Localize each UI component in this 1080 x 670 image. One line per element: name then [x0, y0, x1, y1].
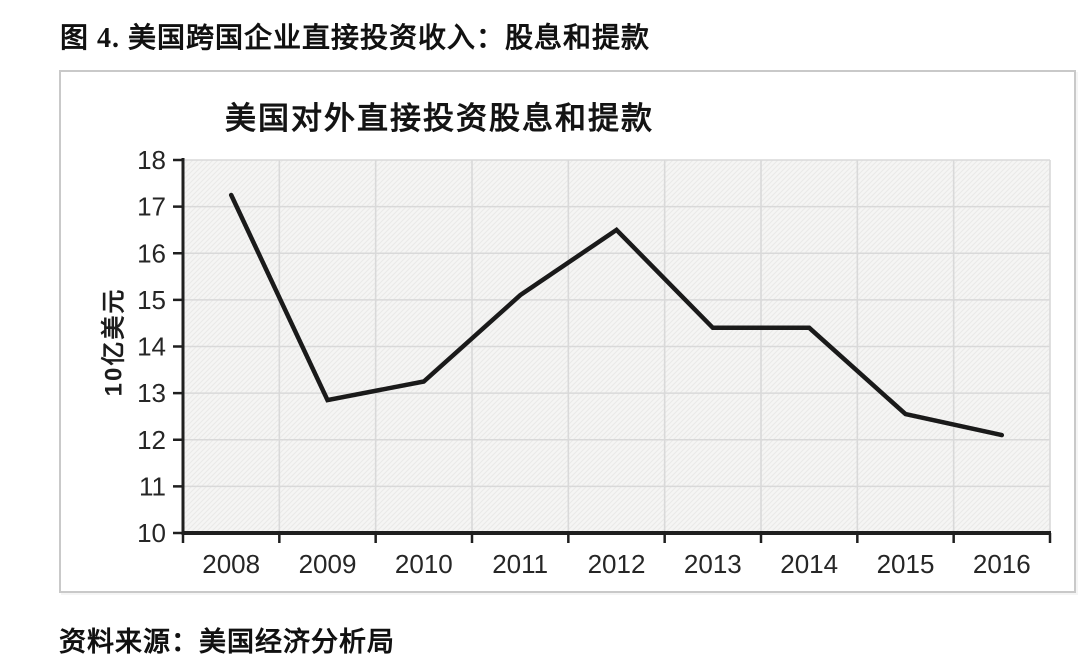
x-tick-label: 2013	[684, 549, 742, 579]
y-tick-label: 11	[139, 471, 166, 501]
y-tick-label: 13	[137, 378, 166, 408]
line-chart-canvas: 10 11 12 13 14 15 16 17 18 2008 2009 2010 2011 2012 20…	[137, 145, 1052, 579]
y-tick-label: 14	[137, 332, 166, 362]
y-tick-label: 15	[137, 285, 166, 315]
y-tick-label: 16	[137, 238, 166, 268]
figure-title: 图 4. 美国跨国企业直接投资收入：股息和提款	[60, 23, 651, 54]
y-tick-label: 17	[137, 192, 166, 222]
chart-title: 美国对外直接投资股息和提款	[225, 101, 654, 136]
x-tick-label: 2015	[877, 549, 935, 579]
data-series-line	[228, 192, 1005, 438]
x-tick-label: 2008	[202, 549, 260, 579]
x-tick-label: 2009	[299, 549, 357, 579]
x-tick-label: 2011	[492, 549, 548, 579]
y-tick-label: 18	[137, 145, 166, 175]
source-note: 资料来源：美国经济分析局	[59, 627, 395, 657]
y-tick-label: 12	[137, 425, 166, 455]
chart-frame: 美国对外直接投资股息和提款 10亿美元 10 11 12 13 14 15 16 17 18 20…	[59, 70, 1076, 593]
y-tick-label: 10	[137, 518, 166, 548]
x-tick-label: 2010	[395, 549, 453, 579]
x-tick-label: 2016	[973, 549, 1031, 579]
x-tick-label: 2014	[780, 549, 838, 579]
x-tick-label: 2012	[588, 549, 646, 579]
